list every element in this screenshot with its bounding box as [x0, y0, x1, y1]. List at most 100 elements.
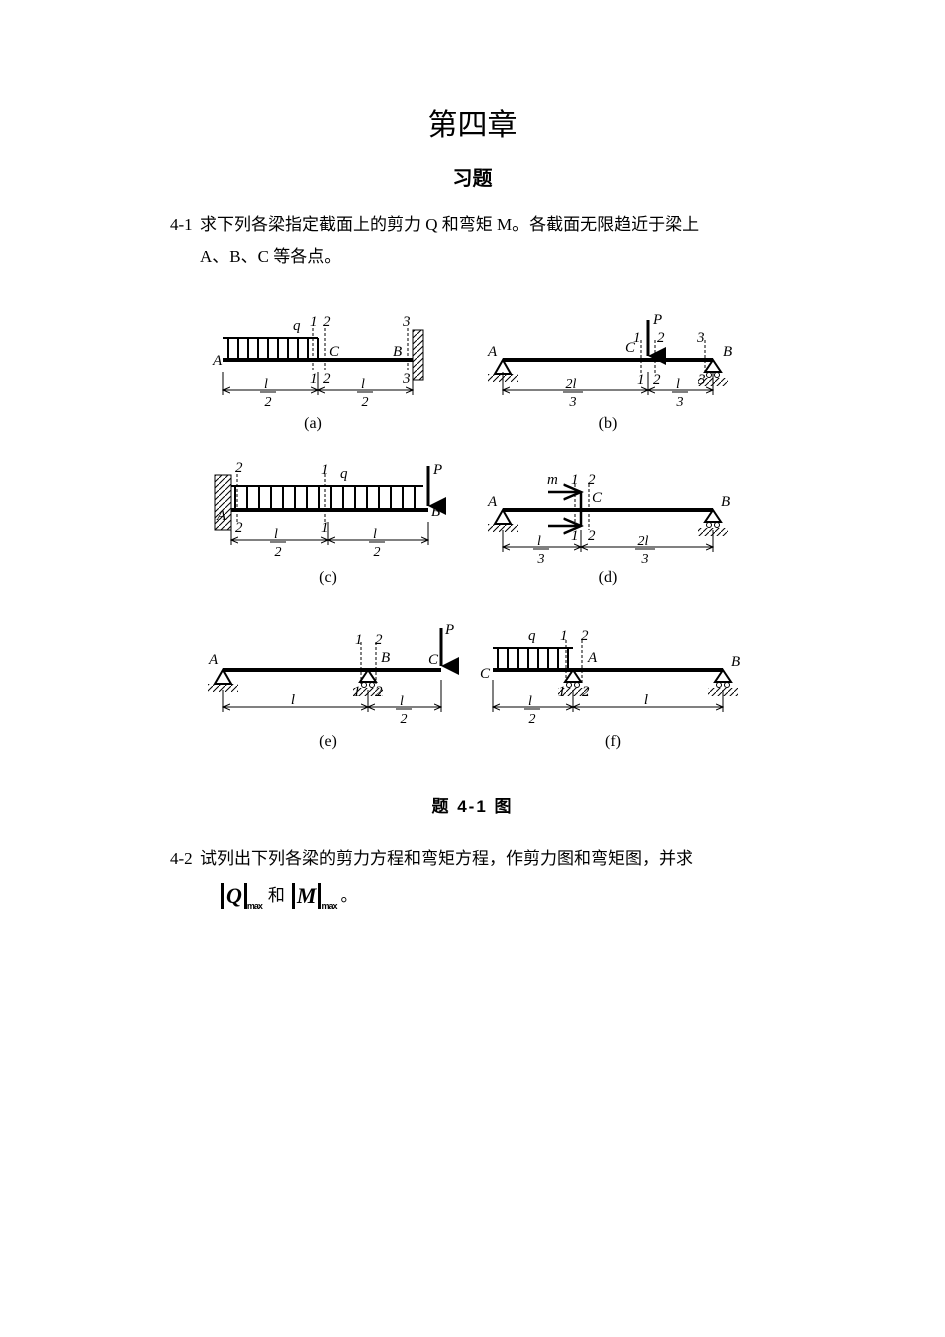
- svg-text:3: 3: [568, 395, 576, 410]
- svg-text:1: 1: [560, 628, 568, 644]
- dim-e-2: l 2: [396, 694, 412, 727]
- svg-text:1: 1: [558, 684, 566, 700]
- dim-f-2: l: [643, 692, 647, 708]
- dim-b-2: l 3: [672, 377, 688, 410]
- dim-a-2: l 2: [357, 377, 373, 410]
- svg-text:B: B: [721, 494, 730, 510]
- figure-4-1: q A C B 1 2 3 1 2 3 l 2: [170, 300, 775, 780]
- svg-text:3: 3: [675, 395, 683, 410]
- svg-text:2: 2: [588, 472, 596, 488]
- svg-text:1: 1: [321, 520, 329, 536]
- svg-text:P: P: [432, 462, 442, 478]
- svg-text:m: m: [547, 472, 558, 488]
- panel-label-c: (c): [319, 569, 337, 586]
- svg-text:C: C: [592, 490, 603, 506]
- problem-number: 4-1: [170, 209, 200, 241]
- svg-text:2: 2: [274, 545, 281, 560]
- problem-4-2: 4-2试列出下列各梁的剪力方程和弯矩方程，作剪力图和弯矩图，并求 Q max 和…: [170, 843, 775, 917]
- cut-1b: 1: [310, 371, 318, 387]
- svg-text:l: l: [528, 694, 532, 709]
- svg-text:P: P: [444, 622, 454, 638]
- cut-2t: 2: [323, 314, 331, 330]
- panel-f: q C A B 1 2 1 2 l 2 l (f): [480, 628, 740, 750]
- formula-row: Q max 和 M max 。: [220, 875, 775, 917]
- abs-M-max: M max: [291, 875, 337, 917]
- svg-text:1: 1: [633, 330, 641, 346]
- svg-text:2: 2: [235, 520, 243, 536]
- svg-text:2: 2: [361, 395, 368, 410]
- problem-text-line2: A、B、C 等各点。: [200, 241, 775, 273]
- and-text: 和: [268, 880, 285, 912]
- svg-text:1: 1: [353, 684, 361, 700]
- svg-text:2: 2: [581, 628, 589, 644]
- lbl-B: B: [723, 344, 732, 360]
- svg-text:2: 2: [653, 372, 661, 388]
- abs-Q-max: Q max: [220, 875, 262, 917]
- svg-text:l: l: [676, 377, 680, 392]
- svg-text:B: B: [381, 650, 390, 666]
- section-title: 习题: [170, 162, 775, 191]
- svg-text:2: 2: [400, 712, 407, 727]
- svg-text:1: 1: [355, 632, 363, 648]
- panel-a: q A C B 1 2 3 1 2 3 l 2: [212, 314, 423, 432]
- cut-3t: 3: [402, 314, 411, 330]
- panel-label-f: (f): [605, 733, 621, 750]
- svg-text:1: 1: [637, 372, 645, 388]
- panel-e: P A B C 1 2 1 2 l l 2 (e): [208, 622, 454, 750]
- svg-text:C: C: [480, 666, 491, 682]
- dim-e-1: l: [290, 692, 294, 708]
- cut-3b: 3: [402, 371, 411, 387]
- svg-text:A: A: [587, 650, 598, 666]
- svg-text:A: A: [208, 652, 219, 668]
- svg-text:l: l: [274, 527, 278, 542]
- problem-4-1: 4-1求下列各梁指定截面上的剪力 Q 和弯矩 M。各截面无限趋近于梁上 A、B、…: [170, 209, 775, 274]
- lbl-A: A: [487, 344, 498, 360]
- dim-c-1: l 2: [270, 527, 286, 560]
- chapter-title: 第四章: [170, 100, 775, 144]
- svg-text:l: l: [400, 694, 404, 709]
- svg-text:3: 3: [640, 552, 648, 567]
- svg-text:2l: 2l: [637, 534, 648, 549]
- svg-text:1: 1: [571, 528, 579, 544]
- beam-diagrams-svg: q A C B 1 2 3 1 2 3 l 2: [193, 300, 753, 780]
- lbl-q: q: [293, 318, 301, 334]
- svg-text:2: 2: [373, 545, 380, 560]
- svg-text:1: 1: [321, 462, 329, 478]
- svg-text:2: 2: [588, 528, 596, 544]
- svg-text:l: l: [264, 377, 268, 392]
- figure-caption: 题 4-1 图: [170, 792, 775, 817]
- dim-a-1: l 2: [260, 377, 276, 410]
- panel-label-a: (a): [304, 415, 322, 432]
- lbl-P: P: [652, 312, 662, 328]
- svg-text:A: A: [487, 494, 498, 510]
- lbl-B: B: [393, 344, 402, 360]
- svg-text:q: q: [528, 628, 536, 644]
- svg-text:A: A: [216, 508, 227, 524]
- svg-text:l: l: [373, 527, 377, 542]
- svg-text:3: 3: [536, 552, 544, 567]
- problem-number: 4-2: [170, 843, 200, 875]
- panel-label-e: (e): [319, 733, 337, 750]
- panel-d: m A C B 1 2 1 2 l 3 2l: [487, 472, 730, 586]
- svg-text:2: 2: [582, 684, 590, 700]
- svg-text:2l: 2l: [565, 377, 576, 392]
- svg-text:B: B: [431, 504, 440, 520]
- svg-text:3: 3: [697, 372, 706, 388]
- dim-d-1: l 3: [533, 534, 549, 567]
- svg-text:3: 3: [696, 330, 705, 346]
- svg-text:1: 1: [571, 472, 579, 488]
- svg-text:2: 2: [375, 632, 383, 648]
- panel-b: P A C B 1 2 3 1 2 3 2l 3: [487, 312, 732, 432]
- svg-text:q: q: [340, 466, 348, 482]
- problem-text-line1: 试列出下列各梁的剪力方程和弯矩方程，作剪力图和弯矩图，并求: [200, 849, 693, 868]
- dim-b-1: 2l 3: [563, 377, 583, 410]
- problem-text-line1: 求下列各梁指定截面上的剪力 Q 和弯矩 M。各截面无限趋近于梁上: [200, 215, 699, 234]
- lbl-A: A: [212, 353, 223, 369]
- lbl-C: C: [329, 344, 340, 360]
- panel-c: q P A B 2 1 2 1 l 2 l: [215, 460, 442, 586]
- svg-text:B: B: [731, 654, 740, 670]
- page: 第四章 习题 4-1求下列各梁指定截面上的剪力 Q 和弯矩 M。各截面无限趋近于…: [0, 0, 945, 1337]
- period: 。: [340, 880, 357, 912]
- dim-f-1: l 2: [524, 694, 540, 727]
- svg-text:2: 2: [528, 712, 535, 727]
